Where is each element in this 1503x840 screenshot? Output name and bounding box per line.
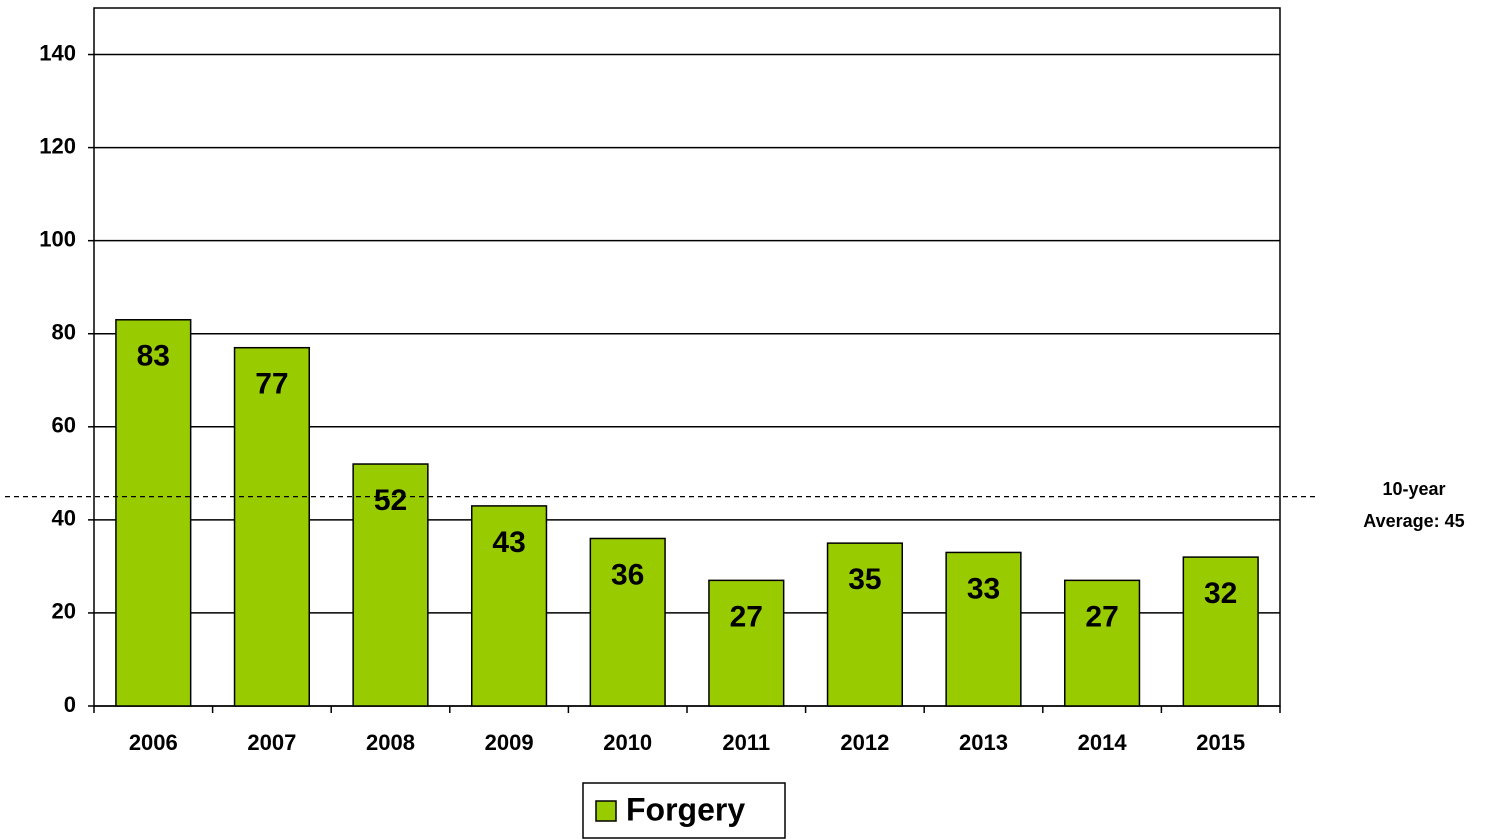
bar	[826, 542, 904, 707]
x-tick-label: 2014	[1078, 730, 1128, 755]
data-label: 27	[1085, 600, 1118, 633]
x-tick-label: 2006	[129, 730, 178, 755]
y-tick-label: 20	[52, 599, 76, 624]
bar	[1182, 556, 1259, 707]
y-tick-label: 60	[52, 413, 76, 438]
bar	[589, 537, 666, 707]
y-tick-label: 100	[39, 226, 76, 251]
annotation: Average: 45	[1363, 511, 1464, 531]
bar	[945, 551, 1022, 707]
x-tick-label: 2013	[959, 730, 1008, 755]
y-tick-label: 0	[64, 692, 76, 717]
annotation: 10-year	[1382, 479, 1445, 499]
legend-swatch	[595, 800, 617, 822]
bar	[1063, 579, 1141, 707]
data-label: 27	[730, 600, 763, 633]
y-tick-label: 120	[39, 133, 76, 158]
y-tick-label: 140	[39, 40, 76, 65]
data-label: 43	[492, 526, 525, 559]
y-tick-label: 80	[52, 320, 76, 345]
x-tick-label: 2009	[485, 730, 534, 755]
bar	[470, 505, 548, 707]
legend-label: Forgery	[626, 791, 745, 827]
bar	[115, 319, 192, 707]
x-tick-label: 2008	[366, 730, 415, 755]
x-tick-label: 2015	[1196, 730, 1245, 755]
bar	[352, 463, 429, 707]
y-tick-label: 40	[52, 506, 76, 531]
data-label: 35	[848, 563, 881, 596]
x-tick-label: 2011	[722, 730, 770, 755]
data-label: 52	[374, 484, 407, 517]
x-tick-label: 2007	[247, 730, 296, 755]
data-label: 83	[137, 340, 170, 373]
x-tick-label: 2010	[603, 730, 652, 755]
bar	[708, 579, 785, 707]
data-label: 77	[255, 368, 288, 401]
data-label: 36	[611, 558, 644, 591]
data-label: 32	[1204, 577, 1237, 610]
bar	[233, 346, 311, 707]
x-tick-label: 2012	[840, 730, 889, 755]
data-label: 33	[967, 572, 1000, 605]
